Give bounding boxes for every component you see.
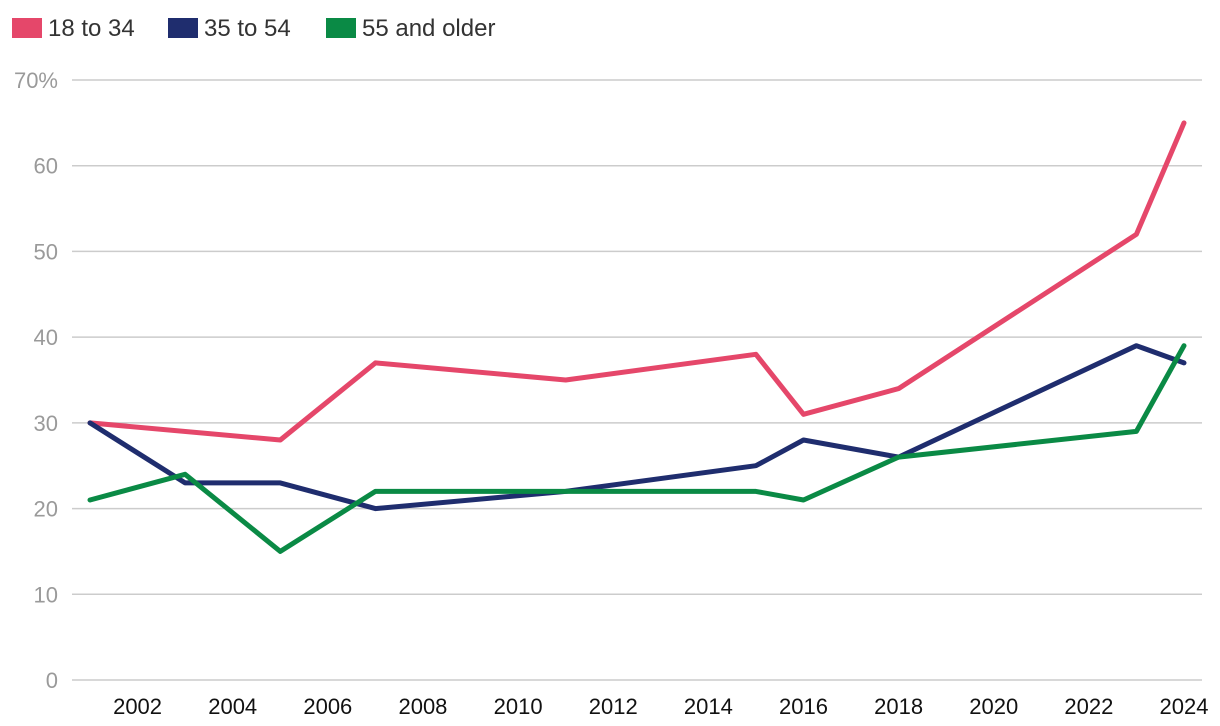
- y-tick-label: 20: [34, 497, 58, 522]
- y-axis: 0 10 20 30 40 50 60 70%: [14, 68, 58, 693]
- y-tick-label: 50: [34, 239, 58, 264]
- legend-item-18-to-34: 18 to 34: [12, 15, 135, 42]
- y-tick-label: 70%: [14, 68, 58, 93]
- x-tick-label: 2002: [113, 694, 162, 719]
- x-axis: 2002 2004 2006 2008 2010 2012 2014 2016 2018 2020…: [113, 694, 1208, 719]
- x-tick-label: 2018: [874, 694, 923, 719]
- legend-item-35-to-54: 35 to 54: [168, 15, 291, 42]
- legend-label: 35 to 54: [204, 15, 291, 42]
- x-tick-label: 2022: [1064, 694, 1113, 719]
- x-tick-label: 2016: [779, 694, 828, 719]
- legend-swatch: [168, 18, 198, 38]
- x-tick-label: 2004: [208, 694, 257, 719]
- x-tick-label: 2012: [589, 694, 638, 719]
- x-tick-label: 2024: [1160, 694, 1209, 719]
- y-tick-label: 60: [34, 154, 58, 179]
- x-tick-label: 2006: [303, 694, 352, 719]
- y-tick-label: 10: [34, 582, 58, 607]
- legend-item-55-and-older: 55 and older: [326, 15, 495, 42]
- legend: 18 to 34 35 to 54 55 and older: [12, 15, 495, 42]
- legend-swatch: [326, 18, 356, 38]
- legend-label: 55 and older: [362, 15, 495, 42]
- y-tick-label: 0: [46, 668, 58, 693]
- y-tick-label: 40: [34, 325, 58, 350]
- y-tick-label: 30: [34, 411, 58, 436]
- gridlines: [72, 79, 1202, 681]
- series-lines: [87, 120, 1187, 554]
- series-line-18-to-34: [87, 120, 1187, 443]
- legend-swatch: [12, 18, 42, 38]
- series-line-55-and-older: [87, 343, 1187, 554]
- x-tick-label: 2010: [494, 694, 543, 719]
- x-tick-label: 2014: [684, 694, 733, 719]
- legend-label: 18 to 34: [48, 15, 135, 42]
- x-tick-label: 2020: [969, 694, 1018, 719]
- x-tick-label: 2008: [398, 694, 447, 719]
- series-line-35-to-54: [87, 343, 1187, 512]
